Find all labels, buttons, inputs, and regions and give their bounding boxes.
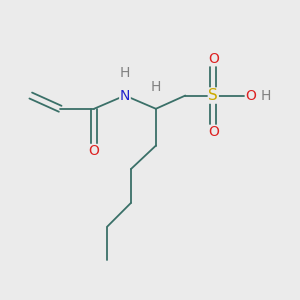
Text: H: H [120,66,130,80]
Text: H: H [151,80,161,94]
Text: O: O [208,125,219,139]
Text: S: S [208,88,218,103]
Text: O: O [208,52,219,66]
Text: H: H [260,88,271,103]
Text: O: O [246,88,256,103]
Text: N: N [120,88,130,103]
Text: O: O [88,145,100,158]
